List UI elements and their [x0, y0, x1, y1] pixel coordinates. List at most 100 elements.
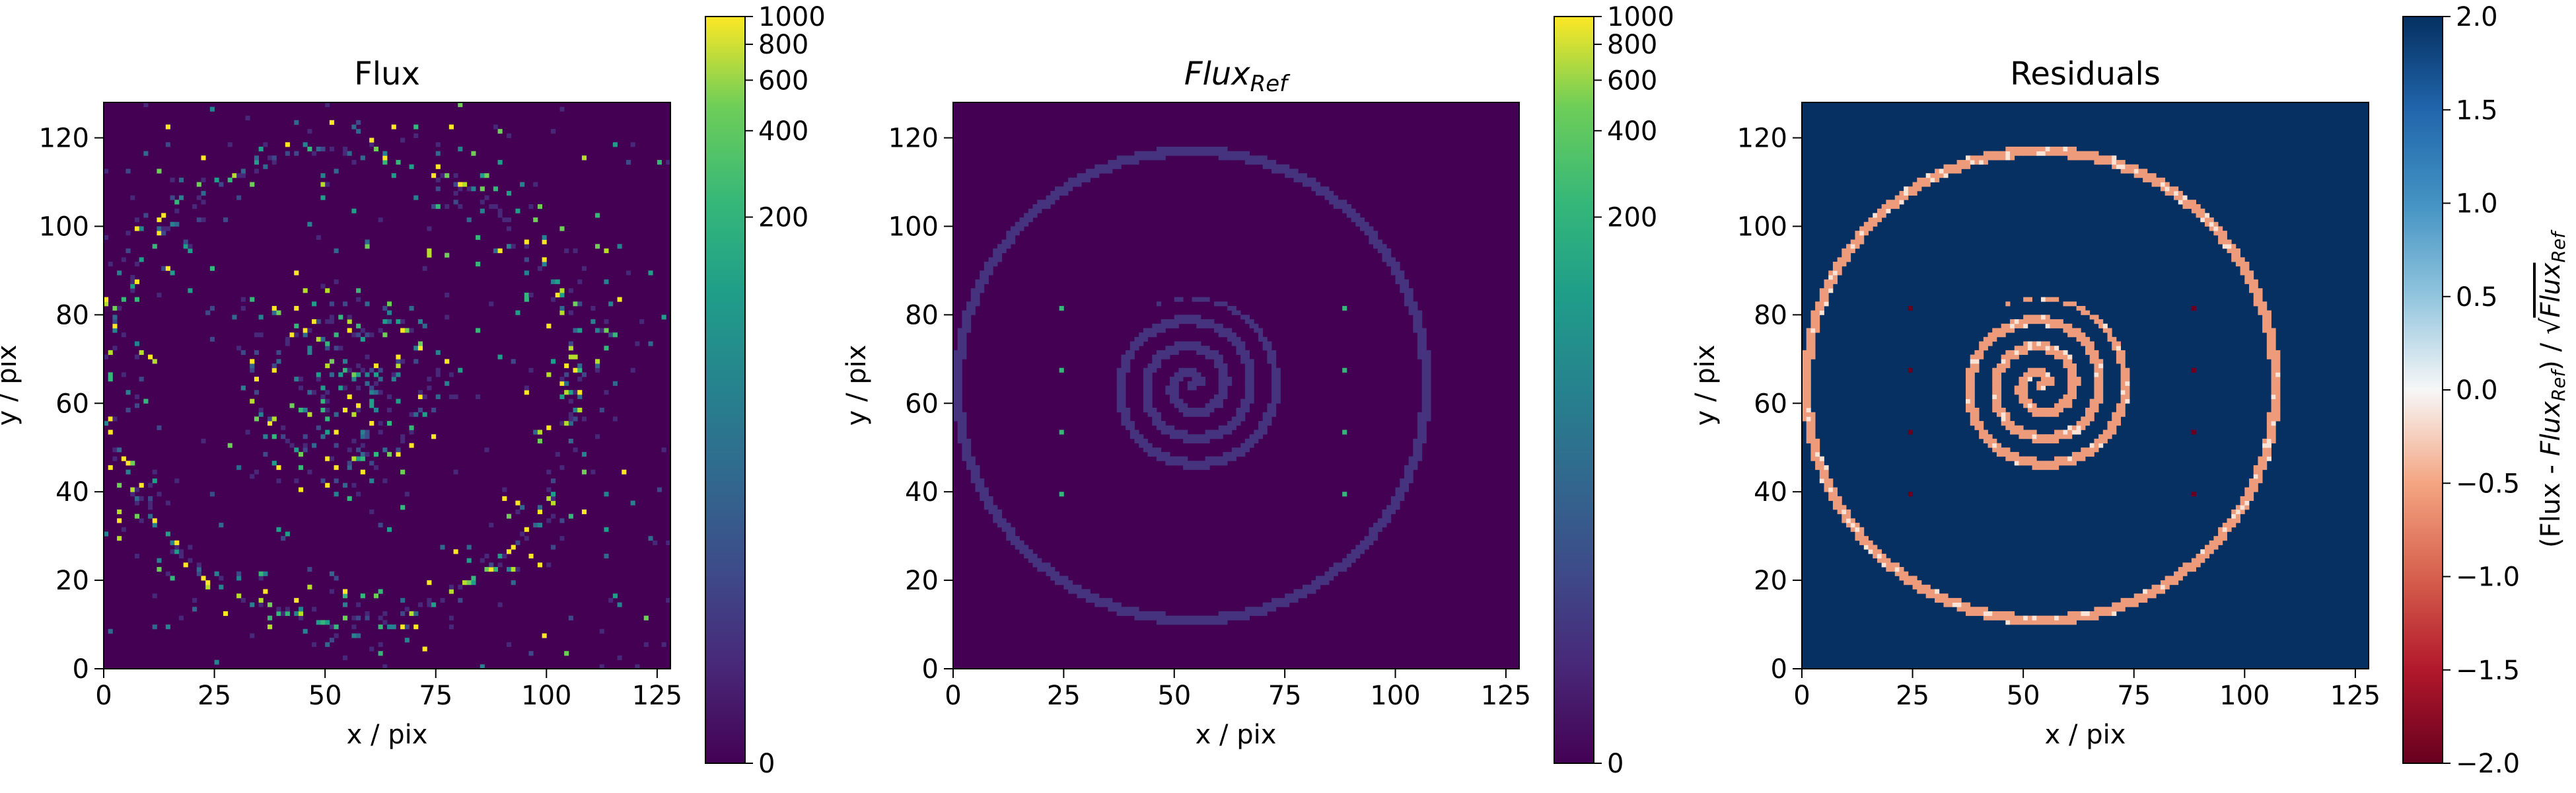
- pixel-cell: [962, 438, 967, 443]
- pixel-cell: [1258, 155, 1264, 161]
- pixel-cell: [1227, 381, 1233, 386]
- pixel-cell: [1329, 571, 1334, 576]
- pixel-cell: [1369, 226, 1374, 231]
- pixel-cell: [1987, 611, 1993, 617]
- pixel-cell: [1983, 341, 1988, 346]
- pixel-cell: [577, 390, 583, 395]
- pixel-cell: [1275, 394, 1281, 399]
- pixel-cell: [1859, 531, 1865, 537]
- pixel-cell: [2045, 465, 2050, 471]
- pixel-cell: [1024, 213, 1029, 218]
- pixel-cell: [1223, 332, 1228, 338]
- pixel-cell: [1846, 248, 1851, 254]
- pixel-cell: [1280, 602, 1285, 607]
- pixel-cell: [1205, 615, 1210, 621]
- pixel-cell: [201, 177, 206, 182]
- cbar-label-flux: Flux: [2536, 401, 2566, 456]
- pixel-cell: [2191, 204, 2196, 209]
- pixel-cell: [2050, 412, 2055, 417]
- pixel-cell: [962, 451, 967, 457]
- pixel-cell: [1908, 186, 1913, 192]
- pixel-cell: [2036, 146, 2042, 152]
- pixel-cell: [369, 403, 375, 408]
- pixel-cell: [1050, 195, 1055, 200]
- pixel-cell: [2076, 425, 2081, 430]
- pixel-cell: [2116, 407, 2122, 413]
- pixel-cell: [1214, 301, 1219, 307]
- pixel-cell: [1214, 323, 1219, 328]
- pixel-cell: [984, 487, 989, 492]
- pixel-cell: [2067, 363, 2073, 369]
- pixel-cell: [1899, 571, 1904, 576]
- pixel-cell: [546, 469, 552, 474]
- pixel-cell: [1214, 350, 1219, 356]
- pixel-cell: [1421, 354, 1427, 359]
- pixel-cell: [2275, 407, 2281, 413]
- pixel-cell: [2067, 151, 2073, 156]
- pixel-cell: [188, 558, 193, 563]
- pixel-cell: [227, 142, 233, 147]
- pixel-cell: [506, 226, 512, 231]
- pixel-cell: [1126, 350, 1131, 356]
- pixel-cell: [1877, 553, 1882, 559]
- pixel-cell: [365, 354, 370, 359]
- pixel-cell: [1806, 398, 1811, 404]
- pixel-cell: [2094, 407, 2099, 413]
- pixel-cell: [1041, 567, 1047, 572]
- pixel-cell: [268, 155, 273, 161]
- pixel-cell: [2120, 363, 2126, 369]
- pixel-cell: [555, 279, 560, 284]
- pixel-cell: [236, 571, 242, 576]
- pixel-cell: [484, 173, 489, 178]
- pixel-cell: [1983, 434, 1988, 439]
- pixel-cell: [1832, 270, 1838, 276]
- pixel-cell: [506, 549, 512, 554]
- pixel-cell: [2005, 301, 2011, 307]
- pixel-cell: [2258, 461, 2263, 466]
- pixel-cell: [1267, 354, 1272, 359]
- pixel-cell: [2040, 297, 2046, 302]
- pixel-cell: [294, 332, 299, 338]
- pixel-cell: [1236, 350, 1241, 356]
- pixel-cell: [2125, 398, 2130, 404]
- pixel-cell: [1400, 487, 1405, 492]
- pixel-cell: [573, 407, 578, 413]
- pixel-cell: [1863, 540, 1869, 545]
- pixel-cell: [400, 597, 406, 603]
- pixel-cell: [604, 527, 609, 532]
- pixel-cell: [2222, 527, 2227, 532]
- pixel-cell: [577, 377, 583, 382]
- pixel-cell: [2240, 262, 2245, 267]
- pixel-cell: [559, 106, 565, 112]
- pixel-cell: [1077, 584, 1082, 589]
- pixel-cell: [1001, 523, 1007, 528]
- pixel-cell: [957, 381, 962, 386]
- pixel-cell: [1143, 447, 1148, 453]
- pixel-cell: [174, 208, 180, 213]
- pixel-cell: [1267, 350, 1272, 356]
- pixel-cell: [1842, 252, 1847, 258]
- pixel-cell: [165, 531, 170, 537]
- pixel-cell: [2063, 456, 2068, 461]
- pixel-cell: [445, 292, 450, 297]
- pixel-cell: [2023, 381, 2028, 386]
- pixel-cell: [1400, 270, 1405, 276]
- pixel-cell: [356, 363, 361, 369]
- pixel-cell: [1912, 580, 1917, 585]
- x-axis-ticks-residuals: 0 25 50 75 100 125: [1793, 669, 2380, 711]
- pixel-cell: [1271, 381, 1277, 386]
- pixel-cell: [520, 505, 525, 510]
- colorbar-tick-label: −2.0: [2456, 749, 2520, 779]
- pixel-cell: [130, 288, 135, 293]
- pixel-cell: [1868, 540, 1873, 545]
- pixel-cell: [1200, 620, 1206, 625]
- pixel-cell: [2063, 328, 2068, 333]
- pixel-cell: [2054, 465, 2059, 471]
- pixel-cell: [2067, 367, 2073, 373]
- pixel-cell: [1126, 363, 1131, 369]
- pixel-cell: [2151, 173, 2157, 178]
- pixel-cell: [404, 492, 410, 497]
- pixel-cell: [975, 478, 980, 484]
- pixel-cell: [581, 451, 587, 457]
- x-tick-label: 125: [2330, 681, 2380, 711]
